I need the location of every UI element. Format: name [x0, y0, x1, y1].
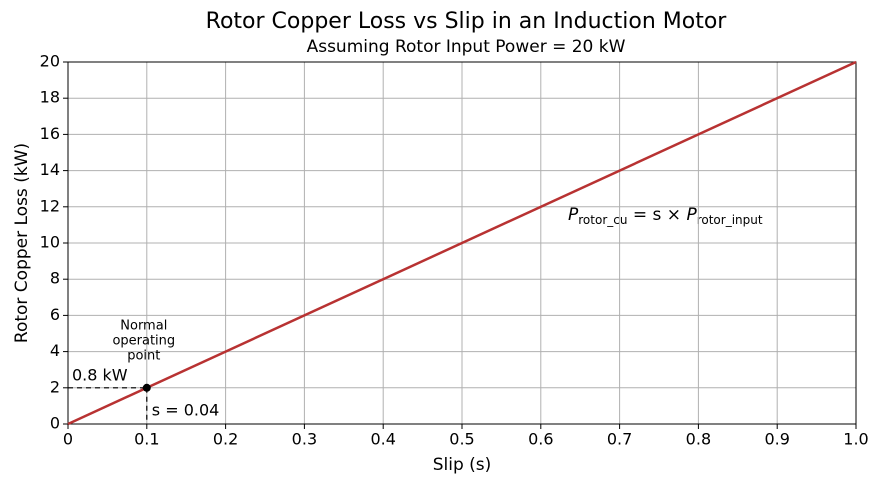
x-tick-label: 0.8 — [686, 430, 711, 449]
equation-sub: rotor_input — [697, 213, 763, 227]
equation-part: P — [568, 205, 579, 225]
x-tick-label: 0.9 — [764, 430, 789, 449]
plot-frame — [67, 61, 857, 425]
operating-point — [142, 383, 151, 392]
y-tick-label: 20 — [40, 52, 60, 71]
annotation: s = 0.04 — [152, 400, 220, 419]
data-line — [67, 60, 857, 426]
x-tick-label: 0.2 — [213, 430, 238, 449]
x-tick-label: 0.6 — [528, 430, 553, 449]
y-tick-label: 16 — [40, 124, 60, 143]
y-tick-label: 0 — [50, 414, 60, 433]
equation-sub: rotor_cu — [578, 213, 627, 227]
annotation: Normal — [120, 318, 167, 333]
x-tick-label: 1.0 — [843, 430, 868, 449]
y-tick-label: 6 — [50, 305, 60, 324]
y-tick-label: 2 — [50, 377, 60, 396]
annotation: point — [127, 348, 160, 363]
y-tick-label: 8 — [50, 269, 60, 288]
x-tick-label: 0.4 — [370, 430, 395, 449]
x-tick-label: 0 — [63, 430, 73, 449]
annotation: 0.8 kW — [72, 365, 128, 384]
y-tick-label: 10 — [40, 233, 60, 252]
equation-part: = s × — [627, 205, 686, 225]
x-tick-label: 0.5 — [449, 430, 474, 449]
y-tick-label: 18 — [40, 88, 60, 107]
y-tick-label: 12 — [40, 196, 60, 215]
x-axis-label: Slip (s) — [433, 455, 492, 475]
y-tick-label: 14 — [40, 160, 60, 179]
annotation: operating — [112, 333, 175, 348]
chart-subtitle: Assuming Rotor Input Power = 20 kW — [307, 37, 626, 57]
y-tick-label: 4 — [50, 341, 60, 360]
equation-part: P — [686, 205, 697, 225]
chart-title: Rotor Copper Loss vs Slip in an Inductio… — [206, 9, 728, 34]
x-tick-label: 0.3 — [292, 430, 317, 449]
x-tick-label: 0.7 — [607, 430, 632, 449]
x-tick-label: 0.1 — [134, 430, 159, 449]
y-axis-label: Rotor Copper Loss (kW) — [12, 143, 32, 343]
equation: Protor_cu = s × Protor_input — [568, 205, 763, 227]
